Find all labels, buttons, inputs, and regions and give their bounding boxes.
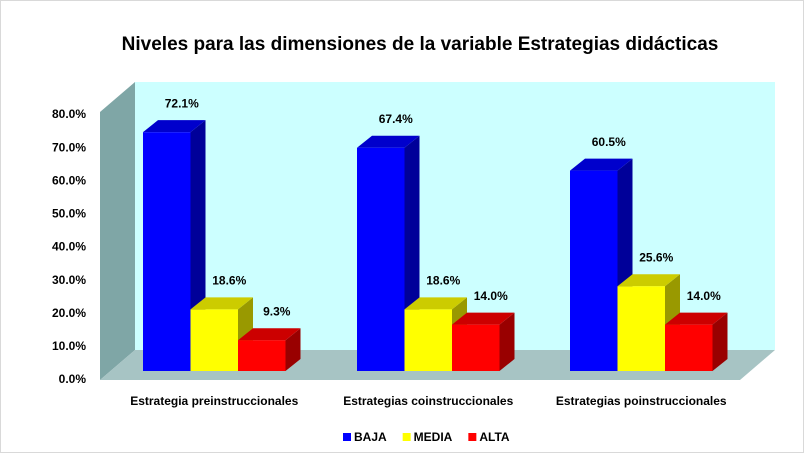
legend-swatch bbox=[343, 433, 351, 441]
legend-swatch bbox=[468, 433, 477, 441]
bar bbox=[665, 324, 713, 371]
bar bbox=[238, 340, 286, 371]
data-label: 9.3% bbox=[263, 304, 291, 318]
x-tick-label: Estrategias poinstruccionales bbox=[556, 394, 727, 408]
data-label: 72.1% bbox=[165, 96, 199, 110]
legend-swatch bbox=[402, 433, 411, 441]
bar bbox=[190, 309, 238, 371]
bar bbox=[452, 324, 500, 371]
bar-top bbox=[357, 135, 420, 148]
bar-top bbox=[570, 158, 633, 171]
bar bbox=[143, 132, 191, 371]
bar-side bbox=[285, 328, 301, 371]
data-label: 67.4% bbox=[379, 112, 413, 126]
y-tick-label: 0.0% bbox=[59, 372, 87, 386]
y-tick-label: 40.0% bbox=[52, 240, 86, 254]
data-label: 60.5% bbox=[592, 135, 626, 149]
y-tick-label: 30.0% bbox=[52, 273, 86, 287]
data-label: 25.6% bbox=[639, 250, 673, 264]
bar bbox=[617, 286, 665, 371]
y-tick-label: 60.0% bbox=[52, 173, 86, 187]
legend-label: BAJA bbox=[354, 430, 387, 444]
bar bbox=[357, 147, 405, 371]
data-label: 14.0% bbox=[687, 289, 721, 303]
bar-top bbox=[190, 297, 253, 310]
legend-label: ALTA bbox=[479, 430, 510, 444]
y-tick-label: 50.0% bbox=[52, 207, 86, 221]
bar-top bbox=[665, 312, 728, 325]
bar-side bbox=[712, 312, 728, 371]
bar bbox=[404, 309, 452, 371]
x-tick-label: Estrategias coinstruccionales bbox=[343, 394, 513, 408]
bar-top bbox=[238, 328, 301, 341]
legend-label: MEDIA bbox=[414, 430, 453, 444]
x-tick-label: Estrategia preinstruccionales bbox=[130, 394, 298, 408]
bar-top bbox=[617, 274, 680, 287]
data-label: 18.6% bbox=[212, 274, 246, 288]
bar-top bbox=[404, 297, 467, 310]
data-label: 18.6% bbox=[426, 274, 460, 288]
bar-side bbox=[499, 312, 515, 371]
chart-title: Niveles para las dimensiones de la varia… bbox=[122, 34, 719, 55]
bar bbox=[570, 170, 618, 371]
y-tick-label: 70.0% bbox=[52, 140, 86, 154]
y-tick-label: 80.0% bbox=[52, 107, 86, 121]
y-tick-label: 10.0% bbox=[52, 339, 86, 353]
data-label: 14.0% bbox=[474, 289, 508, 303]
side-wall bbox=[100, 82, 135, 380]
bar-top bbox=[143, 120, 206, 133]
bar-top bbox=[452, 312, 515, 325]
y-tick-label: 20.0% bbox=[52, 306, 86, 320]
